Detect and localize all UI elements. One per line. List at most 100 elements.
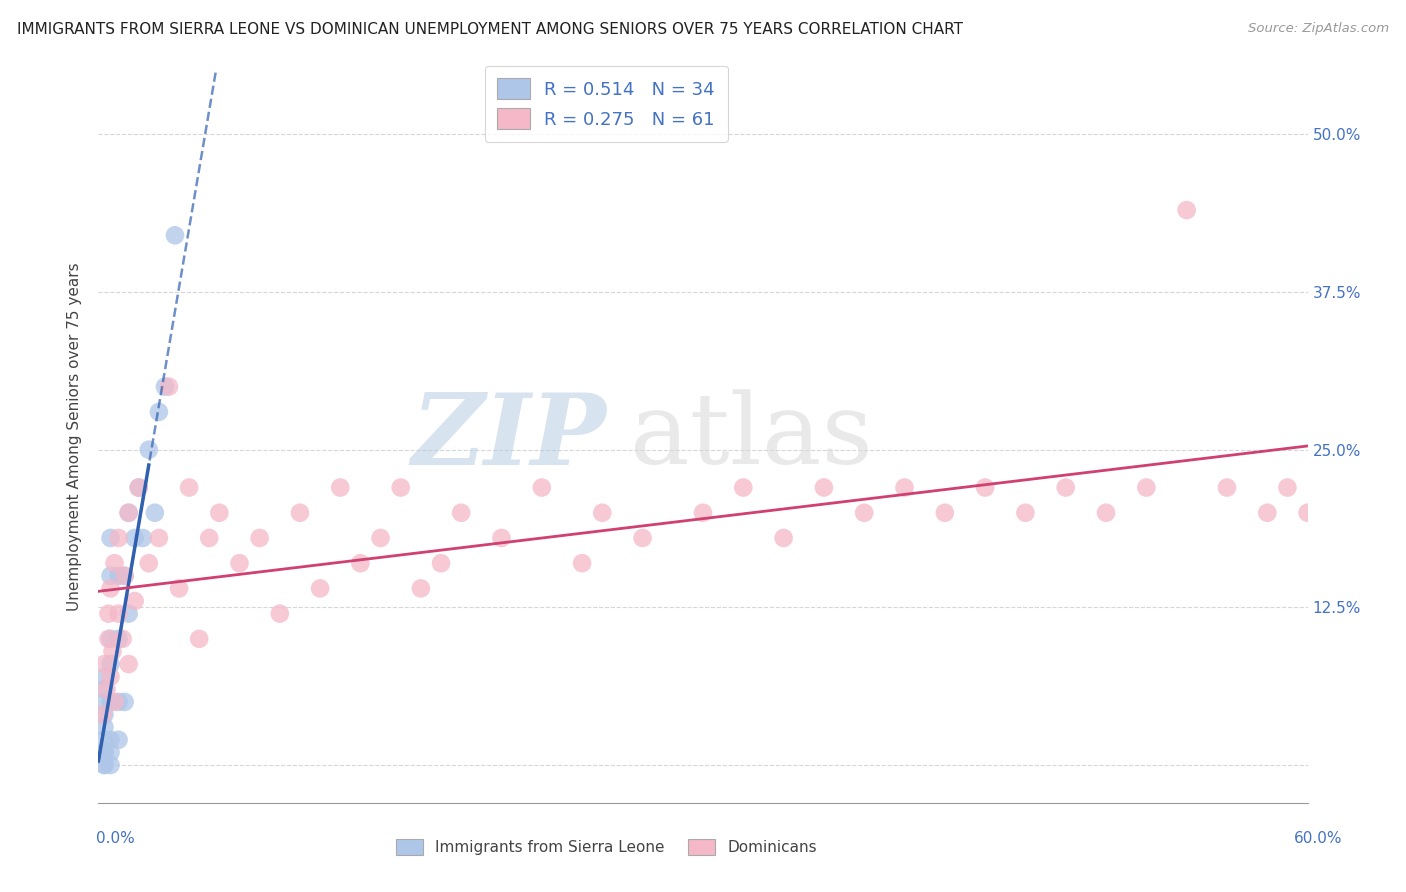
Point bbox=[100, 531, 122, 545]
Point bbox=[93, 707, 115, 722]
Point bbox=[107, 632, 129, 646]
Point bbox=[269, 607, 291, 621]
Point bbox=[409, 582, 432, 596]
Point bbox=[772, 531, 794, 545]
Point bbox=[93, 695, 115, 709]
Point bbox=[934, 506, 956, 520]
Point bbox=[100, 670, 122, 684]
Point bbox=[107, 569, 129, 583]
Point bbox=[148, 531, 170, 545]
Point bbox=[118, 607, 141, 621]
Point bbox=[93, 745, 115, 759]
Point bbox=[101, 644, 124, 658]
Point bbox=[93, 657, 115, 671]
Y-axis label: Unemployment Among Seniors over 75 years: Unemployment Among Seniors over 75 years bbox=[67, 263, 83, 611]
Point bbox=[1216, 481, 1239, 495]
Point bbox=[157, 379, 180, 393]
Point bbox=[1054, 481, 1077, 495]
Point bbox=[228, 556, 250, 570]
Point bbox=[107, 607, 129, 621]
Point bbox=[491, 531, 513, 545]
Point bbox=[813, 481, 835, 495]
Text: atlas: atlas bbox=[630, 389, 873, 485]
Point bbox=[103, 695, 125, 709]
Point bbox=[100, 732, 122, 747]
Point bbox=[128, 481, 150, 495]
Point bbox=[188, 632, 211, 646]
Point bbox=[118, 506, 141, 520]
Point bbox=[1175, 203, 1198, 218]
Point bbox=[288, 506, 311, 520]
Point bbox=[733, 481, 755, 495]
Legend: Immigrants from Sierra Leone, Dominicans: Immigrants from Sierra Leone, Dominicans bbox=[389, 833, 823, 861]
Point bbox=[124, 531, 146, 545]
Point bbox=[100, 657, 122, 671]
Point bbox=[93, 758, 115, 772]
Point bbox=[114, 569, 136, 583]
Point bbox=[107, 695, 129, 709]
Point bbox=[153, 379, 176, 393]
Point bbox=[91, 707, 114, 722]
Text: IMMIGRANTS FROM SIERRA LEONE VS DOMINICAN UNEMPLOYMENT AMONG SENIORS OVER 75 YEA: IMMIGRANTS FROM SIERRA LEONE VS DOMINICA… bbox=[17, 22, 963, 37]
Point bbox=[124, 594, 146, 608]
Point bbox=[1256, 506, 1278, 520]
Point bbox=[974, 481, 997, 495]
Point bbox=[309, 582, 332, 596]
Point bbox=[100, 582, 122, 596]
Point bbox=[1277, 481, 1299, 495]
Point bbox=[100, 569, 122, 583]
Point bbox=[179, 481, 201, 495]
Point bbox=[100, 745, 122, 759]
Point bbox=[114, 569, 136, 583]
Point bbox=[349, 556, 371, 570]
Text: 0.0%: 0.0% bbox=[96, 831, 135, 846]
Point bbox=[370, 531, 392, 545]
Point bbox=[93, 682, 115, 697]
Point bbox=[114, 695, 136, 709]
Point bbox=[111, 632, 134, 646]
Point bbox=[138, 556, 160, 570]
Point bbox=[389, 481, 412, 495]
Point bbox=[1095, 506, 1118, 520]
Point bbox=[893, 481, 915, 495]
Point bbox=[430, 556, 453, 570]
Point bbox=[631, 531, 654, 545]
Point bbox=[530, 481, 553, 495]
Point bbox=[97, 632, 120, 646]
Point bbox=[93, 732, 115, 747]
Point bbox=[100, 758, 122, 772]
Point bbox=[103, 556, 125, 570]
Point bbox=[118, 657, 141, 671]
Point bbox=[198, 531, 221, 545]
Point bbox=[163, 228, 186, 243]
Point bbox=[132, 531, 155, 545]
Point bbox=[167, 582, 190, 596]
Point bbox=[591, 506, 613, 520]
Point bbox=[329, 481, 352, 495]
Text: 60.0%: 60.0% bbox=[1295, 831, 1343, 846]
Point bbox=[118, 506, 141, 520]
Point bbox=[128, 481, 150, 495]
Point bbox=[148, 405, 170, 419]
Point bbox=[100, 632, 122, 646]
Point bbox=[93, 670, 115, 684]
Point bbox=[107, 531, 129, 545]
Point bbox=[138, 442, 160, 457]
Point bbox=[249, 531, 271, 545]
Point bbox=[692, 506, 714, 520]
Point bbox=[1296, 506, 1319, 520]
Point bbox=[1014, 506, 1036, 520]
Text: Source: ZipAtlas.com: Source: ZipAtlas.com bbox=[1249, 22, 1389, 36]
Point bbox=[93, 745, 115, 759]
Point bbox=[93, 758, 115, 772]
Point bbox=[571, 556, 593, 570]
Point bbox=[107, 732, 129, 747]
Point bbox=[100, 695, 122, 709]
Point bbox=[97, 607, 120, 621]
Point bbox=[93, 720, 115, 734]
Point bbox=[96, 682, 118, 697]
Point bbox=[1135, 481, 1157, 495]
Point bbox=[853, 506, 876, 520]
Text: ZIP: ZIP bbox=[412, 389, 606, 485]
Point bbox=[143, 506, 166, 520]
